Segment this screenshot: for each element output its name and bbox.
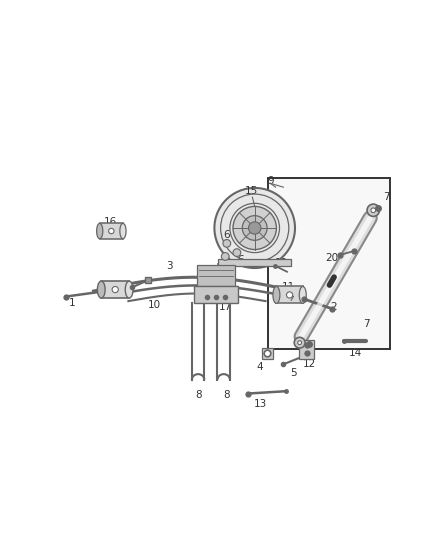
- Bar: [268, 178, 390, 349]
- Ellipse shape: [125, 281, 133, 298]
- Ellipse shape: [109, 228, 114, 234]
- Bar: [261, 348, 272, 359]
- Text: 3: 3: [166, 262, 173, 271]
- Text: 15: 15: [245, 186, 258, 196]
- Ellipse shape: [294, 337, 305, 348]
- Text: 12: 12: [302, 359, 315, 369]
- Bar: [197, 265, 235, 287]
- Circle shape: [214, 188, 295, 268]
- Text: 8: 8: [223, 390, 230, 400]
- Ellipse shape: [273, 287, 280, 303]
- Text: 7: 7: [383, 192, 390, 202]
- Text: 9: 9: [267, 176, 273, 186]
- Circle shape: [242, 216, 267, 240]
- Text: 1: 1: [68, 297, 75, 308]
- Bar: [218, 259, 291, 266]
- Circle shape: [221, 253, 229, 260]
- Bar: [276, 287, 303, 303]
- Text: 6: 6: [237, 255, 244, 265]
- Ellipse shape: [286, 292, 293, 298]
- Ellipse shape: [97, 281, 105, 298]
- Ellipse shape: [112, 287, 118, 293]
- Text: 14: 14: [349, 348, 362, 358]
- Text: 6: 6: [223, 230, 230, 240]
- Ellipse shape: [298, 341, 302, 345]
- Text: 13: 13: [254, 399, 267, 409]
- Circle shape: [248, 222, 261, 234]
- Ellipse shape: [120, 223, 126, 239]
- Text: 4: 4: [257, 361, 263, 372]
- Ellipse shape: [299, 287, 306, 303]
- Text: 5: 5: [290, 368, 297, 378]
- Bar: [299, 340, 314, 359]
- Bar: [194, 286, 238, 303]
- Text: 17: 17: [219, 302, 232, 312]
- Text: 8: 8: [195, 390, 201, 400]
- Ellipse shape: [371, 208, 376, 213]
- Text: 2: 2: [330, 302, 337, 312]
- Text: 7: 7: [363, 319, 370, 329]
- Text: 19: 19: [275, 257, 288, 268]
- Text: 16: 16: [104, 217, 117, 227]
- Circle shape: [233, 249, 241, 256]
- Bar: [101, 281, 129, 298]
- Circle shape: [233, 206, 276, 249]
- Circle shape: [223, 239, 231, 247]
- Bar: [100, 223, 123, 239]
- Text: 11: 11: [282, 282, 295, 292]
- Ellipse shape: [97, 223, 103, 239]
- Text: 10: 10: [148, 300, 160, 310]
- Ellipse shape: [367, 204, 379, 216]
- Text: 20: 20: [325, 253, 339, 263]
